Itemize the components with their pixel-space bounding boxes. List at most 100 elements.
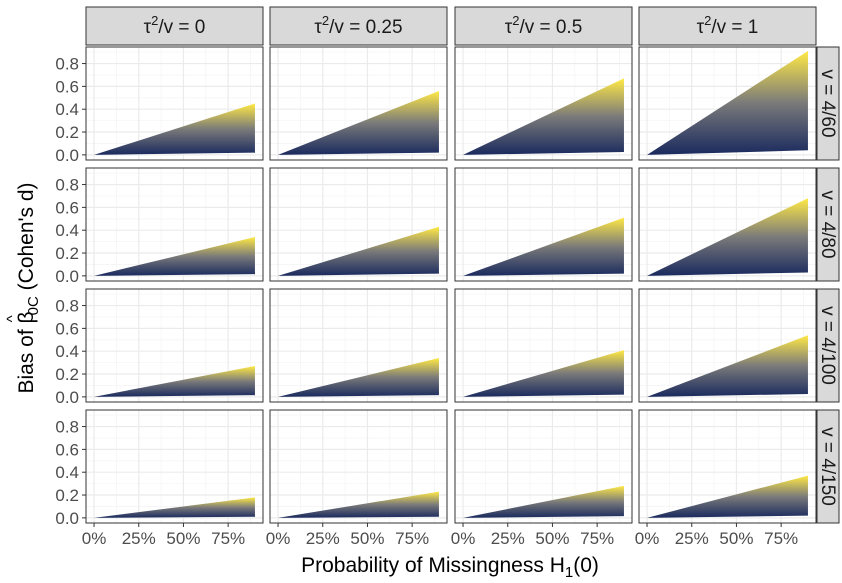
x-axis-title: Probability of Missingness H1(0)	[301, 554, 599, 581]
x-tick-label: 0%	[82, 529, 107, 548]
column-strip-4: τ2/v = 1	[638, 6, 817, 46]
y-tick-label: 0.0	[55, 146, 79, 165]
bias-area	[647, 335, 808, 397]
y-tick-label: 0.4	[55, 100, 79, 119]
y-axis-title: Bias of β^0C (Cohen's d)	[4, 182, 42, 393]
y-tick-label: 0.0	[55, 509, 79, 528]
panel-border	[269, 167, 448, 282]
y-tick-label: 0.8	[55, 55, 79, 74]
x-tick-label: 25%	[122, 529, 156, 548]
panel-r1-c3	[454, 46, 633, 161]
bias-area	[463, 217, 624, 276]
x-tick-label: 50%	[719, 529, 753, 548]
bias-area	[278, 358, 439, 397]
panel-r3-c1	[85, 288, 264, 403]
bias-area	[463, 350, 624, 397]
strip-background	[816, 288, 840, 403]
row-strip-3: v = 4/100	[816, 288, 840, 403]
y-tick-label: 0.8	[55, 176, 79, 195]
bias-area	[94, 497, 255, 518]
panel-border	[85, 46, 264, 161]
bias-area	[94, 366, 255, 397]
bias-area	[94, 103, 255, 155]
row-strips: v = 4/60 v = 4/80 v = 4/100 v = 4/150	[816, 46, 840, 524]
x-tick-label: 50%	[535, 529, 569, 548]
panel-r4-c1	[85, 409, 264, 524]
panel-r1-c1	[85, 46, 264, 161]
panel-r3-c4	[638, 288, 817, 403]
x-tick-label: 75%	[580, 529, 614, 548]
y-tick-label: 0.6	[55, 319, 79, 338]
panel-r4-c2	[269, 409, 448, 524]
panel-r2-c3	[454, 167, 633, 282]
bias-area	[278, 491, 439, 518]
y-tick-label: 0.0	[55, 267, 79, 286]
panel-r2-c2	[269, 167, 448, 282]
panel-border	[269, 288, 448, 403]
column-strip-label: τ2/v = 0.5	[505, 13, 583, 38]
panel-r2-c1	[85, 167, 264, 282]
column-strip-3: τ2/v = 0.5	[454, 6, 633, 46]
x-tick-label: 50%	[350, 529, 384, 548]
bias-area	[278, 226, 439, 276]
panel-r1-c2	[269, 46, 448, 161]
panel-r4-c4	[638, 409, 817, 524]
bias-area	[463, 485, 624, 518]
y-tick-label: 0.0	[55, 388, 79, 407]
panel-border	[638, 167, 817, 282]
strip-background	[816, 167, 840, 282]
strip-background	[269, 6, 448, 46]
column-strips: τ2/v = 0 τ2/v = 0.25 τ2/v = 0.5 τ2/v = 1	[85, 6, 817, 46]
panel-border	[638, 46, 817, 161]
y-tick-label: 0.2	[55, 486, 79, 505]
y-tick-label: 0.8	[55, 297, 79, 316]
x-tick-label: 75%	[764, 529, 798, 548]
column-strip-2: τ2/v = 0.25	[269, 6, 448, 46]
strip-background	[454, 6, 633, 46]
strip-background	[816, 46, 840, 161]
x-tick-label: 25%	[675, 529, 709, 548]
x-tick-label: 0%	[635, 529, 660, 548]
bias-area	[647, 475, 808, 518]
panel-border	[454, 409, 633, 524]
bias-area	[94, 237, 255, 276]
y-tick-label: 0.2	[55, 365, 79, 384]
column-strip-label: τ2/v = 0	[144, 13, 206, 38]
panel-r3-c3	[454, 288, 633, 403]
strip-background	[638, 6, 817, 46]
x-axes: 0% 25% 50% 75% 0% 25% 50% 75% 0% 25% 50% 75% 0% 25% 50…	[82, 523, 798, 548]
row-strip-label: v = 4/150	[817, 427, 838, 506]
y-tick-label: 0.6	[55, 440, 79, 459]
panel-r1-c4	[638, 46, 817, 161]
panel-border	[85, 167, 264, 282]
row-strip-4: v = 4/150	[816, 409, 840, 524]
panel-r4-c3	[454, 409, 633, 524]
panel-border	[85, 409, 264, 524]
bias-area	[463, 78, 624, 155]
y-tick-label: 0.2	[55, 244, 79, 263]
y-tick-label: 0.8	[55, 418, 79, 437]
x-tick-label: 50%	[166, 529, 200, 548]
x-tick-label: 0%	[451, 529, 476, 548]
x-tick-label: 25%	[491, 529, 525, 548]
panel-border	[454, 167, 633, 282]
x-tick-label: 25%	[306, 529, 340, 548]
column-strip-1: τ2/v = 0	[85, 6, 264, 46]
y-tick-label: 0.4	[55, 342, 79, 361]
x-tick-label: 75%	[211, 529, 245, 548]
bias-area	[647, 50, 808, 155]
panel-border	[454, 46, 633, 161]
panel-r3-c2	[269, 288, 448, 403]
row-strip-2: v = 4/80	[816, 167, 840, 282]
row-strip-1: v = 4/60	[816, 46, 840, 161]
panel-border	[638, 409, 817, 524]
y-tick-label: 0.6	[55, 198, 79, 217]
bias-area	[278, 90, 439, 155]
x-tick-label: 75%	[395, 529, 429, 548]
y-tick-label: 0.4	[55, 221, 79, 240]
panel-border	[269, 46, 448, 161]
panel-r2-c4	[638, 167, 817, 282]
panel-border	[269, 409, 448, 524]
y-tick-label: 0.4	[55, 463, 79, 482]
